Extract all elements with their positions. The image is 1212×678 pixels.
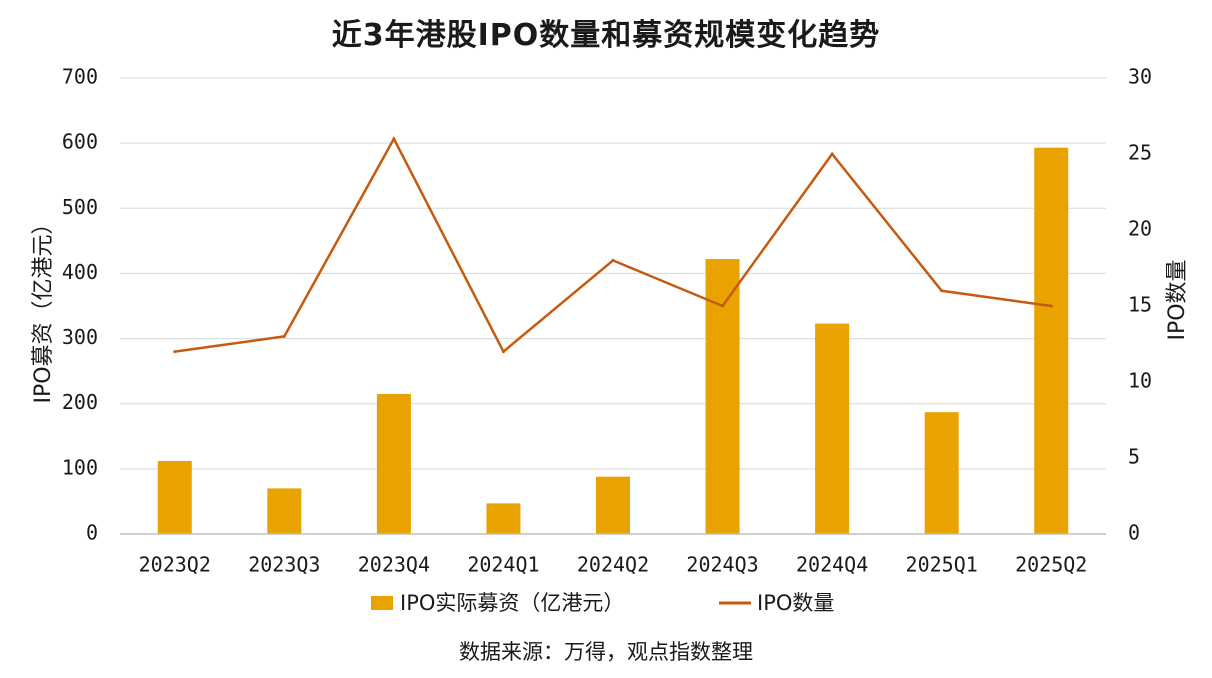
- y-tick-label: 100: [62, 455, 98, 479]
- legend: IPO实际募资（亿港元） IPO数量: [371, 591, 834, 615]
- x-tick-label: 2025Q2: [1015, 553, 1087, 577]
- line-point: [392, 137, 396, 141]
- bar-series: [157, 147, 1069, 534]
- legend-line-label: IPO数量: [757, 591, 834, 615]
- y2-tick-label: 0: [1128, 521, 1140, 545]
- chart-title: 近3年港股IPO数量和募资规模变化趋势: [331, 18, 881, 53]
- y2-tick-label: 5: [1128, 445, 1140, 469]
- bar: [267, 488, 302, 534]
- x-tick-label: 2023Q2: [139, 553, 211, 577]
- y-tick-label: 300: [62, 325, 98, 349]
- x-tick-label: 2024Q3: [686, 553, 758, 577]
- bar: [376, 393, 411, 534]
- line-point: [940, 289, 944, 293]
- x-tick-label: 2023Q3: [248, 553, 320, 577]
- y-tick-label: 0: [86, 521, 98, 545]
- axes: 0 100 200 300 400 500 600 700 0 5 10 15 20 25 30 2023Q2…: [62, 65, 1152, 577]
- line-point: [282, 334, 286, 338]
- line-series: [173, 136, 1053, 354]
- legend-bar-label: IPO实际募资（亿港元）: [400, 591, 624, 615]
- bar: [924, 412, 959, 534]
- gridlines: [120, 77, 1106, 470]
- line-point: [501, 350, 505, 354]
- bar: [486, 503, 521, 534]
- y2-tick-label: 10: [1128, 369, 1152, 393]
- bar: [1034, 147, 1069, 534]
- y-tick-label: 500: [62, 195, 98, 219]
- y-tick-label: 200: [62, 390, 98, 414]
- bar: [596, 476, 630, 534]
- line-point: [830, 152, 834, 156]
- y2-tick-label: 30: [1128, 65, 1152, 89]
- line-point: [721, 304, 725, 308]
- x-tick-label: 2025Q1: [906, 553, 978, 577]
- y-tick-label: 400: [62, 260, 98, 284]
- y2-tick-label: 25: [1128, 141, 1152, 165]
- data-source-note: 数据来源：万得，观点指数整理: [459, 640, 753, 664]
- line-point: [1049, 304, 1053, 308]
- y2-tick-label: 15: [1128, 293, 1152, 317]
- line-point: [611, 258, 615, 262]
- y-axis-title: IPO募资（亿港元）: [31, 212, 56, 403]
- y-tick-label: 600: [62, 130, 98, 154]
- line-point: [173, 350, 177, 354]
- x-tick-label: 2024Q1: [467, 553, 539, 577]
- x-tick-label: 2023Q4: [358, 553, 430, 577]
- legend-bar-swatch: [371, 596, 393, 610]
- bar: [815, 323, 850, 534]
- line-path: [174, 136, 1052, 354]
- y2-axis-title: IPO数量: [1165, 259, 1190, 340]
- x-tick-label: 2024Q2: [577, 553, 649, 577]
- y-tick-label: 700: [62, 65, 98, 89]
- bar: [157, 461, 192, 534]
- x-tick-label: 2024Q4: [796, 553, 868, 577]
- y2-tick-label: 20: [1128, 217, 1152, 241]
